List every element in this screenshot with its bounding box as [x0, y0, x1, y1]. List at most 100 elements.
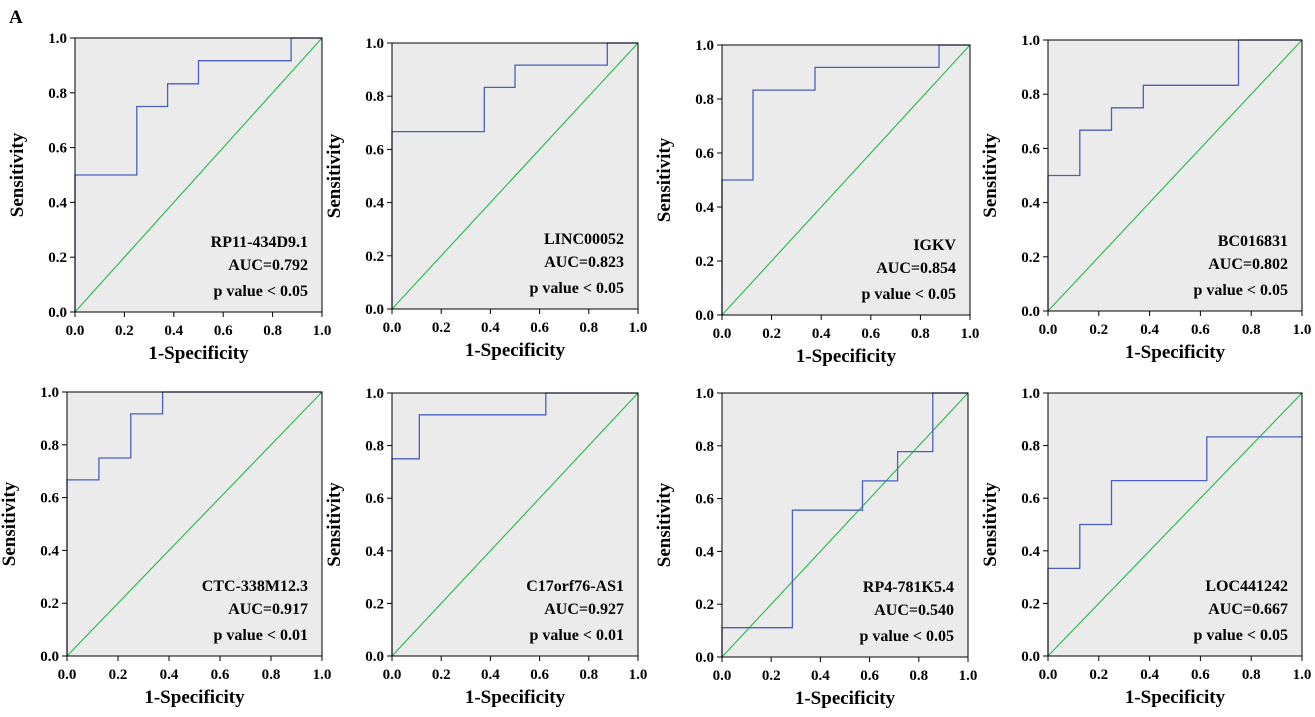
x-tick-label: 0.0 — [713, 668, 732, 684]
y-tick-label: 0.8 — [695, 439, 714, 455]
y-axis-label: Sensitivity — [324, 133, 345, 218]
gene-name-label: IGKV — [913, 237, 956, 254]
x-tick-label: 0.8 — [262, 667, 281, 683]
x-tick-label: 0.8 — [1242, 322, 1261, 338]
p-value-label: p value < 0.01 — [530, 627, 624, 644]
y-tick-label: 0.6 — [48, 141, 67, 157]
x-tick-label: 0.4 — [160, 667, 179, 683]
roc-panel-4: 0.0 0.2 0.4 0.6 0.8 1.0 0.0 0.2 0.4 0.6 0.8 1.0 1-Sp… — [980, 33, 1311, 363]
x-tick-label: 0.2 — [432, 667, 451, 683]
y-tick-label: 0.0 — [1021, 649, 1040, 665]
y-tick-label: 1.0 — [365, 36, 384, 52]
y-axis-label: Sensitivity — [654, 137, 675, 222]
x-tick-label: 1.0 — [629, 667, 648, 683]
p-value-label: p value < 0.01 — [214, 627, 308, 644]
auc-label: AUC=0.927 — [544, 601, 624, 618]
y-axis-label: Sensitivity — [654, 482, 675, 567]
plot-frame — [74, 37, 323, 313]
x-tick-label: 0.0 — [383, 667, 402, 683]
y-tick-label: 0.8 — [365, 439, 384, 455]
x-axis-label: 1-Specificity — [144, 687, 245, 708]
roc-panel-3: 0.0 0.2 0.4 0.6 0.8 1.0 0.0 0.2 0.4 0.6 0.8 1.0 1-Sp… — [654, 38, 979, 367]
x-tick-label: 1.0 — [313, 667, 332, 683]
reference-diagonal — [391, 42, 639, 310]
x-tick-label: 0.0 — [1039, 322, 1058, 338]
y-axis-label: Sensitivity — [980, 133, 1001, 218]
y-tick-label: 0.8 — [1021, 439, 1040, 455]
auc-label: AUC=0.823 — [544, 254, 624, 271]
plot-frame — [721, 392, 969, 658]
reference-diagonal — [66, 391, 323, 657]
y-tick-label: 0.2 — [48, 250, 67, 266]
y-tick-label: 0.2 — [695, 597, 714, 613]
y-tick-label: 0.0 — [40, 649, 59, 665]
y-tick-label: 0.4 — [695, 544, 714, 560]
y-tick-label: 0.6 — [365, 491, 384, 507]
y-tick-label: 0.6 — [695, 492, 714, 508]
auc-label: AUC=0.540 — [874, 602, 954, 619]
y-tick-label: 0.6 — [1021, 141, 1040, 157]
x-tick-label: 0.2 — [1089, 322, 1108, 338]
y-tick-label: 1.0 — [1021, 386, 1040, 402]
x-tick-label: 0.2 — [1089, 667, 1108, 683]
x-tick-label: 0.4 — [1140, 322, 1159, 338]
x-axis-label: 1-Specificity — [1125, 687, 1226, 708]
x-tick-label: 0.2 — [762, 326, 781, 342]
auc-label: AUC=0.854 — [876, 260, 956, 277]
x-tick-label: 0.8 — [579, 667, 598, 683]
x-tick-label: 0.6 — [860, 668, 879, 684]
x-tick-label: 0.4 — [1140, 667, 1159, 683]
y-tick-label: 0.6 — [695, 146, 714, 162]
x-tick-label: 0.2 — [432, 320, 451, 336]
gene-name-label: LOC441242 — [1205, 578, 1288, 595]
y-tick-label: 0.0 — [365, 302, 384, 318]
reference-diagonal — [1047, 39, 1303, 312]
x-tick-label: 1.0 — [961, 326, 980, 342]
x-tick-label: 0.8 — [579, 320, 598, 336]
gene-name-label: C17orf76-AS1 — [526, 578, 624, 595]
x-tick-label: 1.0 — [1293, 322, 1312, 338]
y-tick-label: 0.2 — [365, 249, 384, 265]
y-tick-label: 0.8 — [1021, 87, 1040, 103]
plot-frame — [1047, 392, 1303, 657]
plot-frame — [66, 391, 323, 657]
y-tick-label: 0.0 — [365, 649, 384, 665]
roc-panel-1: 0.0 0.2 0.4 0.6 0.8 1.0 0.0 0.2 0.4 0.6 0.8 1.0 1-Sp… — [7, 31, 331, 364]
roc-curve-line — [721, 392, 968, 657]
y-tick-label: 0.2 — [40, 596, 59, 612]
y-tick-label: 0.0 — [695, 308, 714, 324]
reference-diagonal — [74, 37, 323, 313]
x-tick-label: 0.6 — [530, 320, 549, 336]
x-tick-label: 1.0 — [959, 668, 978, 684]
x-axis-label: 1-Specificity — [465, 687, 566, 708]
auc-label: AUC=0.792 — [228, 257, 308, 274]
p-value-label: p value < 0.05 — [1194, 282, 1288, 299]
auc-label: AUC=0.802 — [1208, 256, 1288, 273]
y-tick-label: 1.0 — [695, 38, 714, 54]
y-tick-label: 0.4 — [1021, 196, 1040, 212]
x-tick-label: 0.8 — [909, 668, 928, 684]
y-tick-label: 0.2 — [1021, 250, 1040, 266]
x-tick-label: 0.0 — [1039, 667, 1058, 683]
y-tick-label: 0.0 — [1021, 304, 1040, 320]
y-tick-label: 1.0 — [40, 385, 59, 401]
roc-curve-line — [391, 42, 638, 309]
roc-curve-line — [1047, 436, 1302, 656]
gene-name-label: RP4-781K5.4 — [863, 579, 954, 596]
y-tick-label: 0.8 — [40, 438, 59, 454]
x-tick-label: 0.4 — [811, 668, 830, 684]
roc-curve-line — [66, 391, 322, 656]
x-tick-label: 0.2 — [115, 323, 134, 339]
y-tick-label: 1.0 — [1021, 33, 1040, 49]
p-value-label: p value < 0.05 — [1194, 627, 1288, 644]
y-tick-label: 0.4 — [365, 544, 384, 560]
x-tick-label: 0.4 — [481, 667, 500, 683]
x-tick-label: 0.4 — [481, 320, 500, 336]
plot-frame — [721, 44, 971, 316]
gene-name-label: LINC00052 — [544, 231, 624, 248]
x-tick-label: 0.0 — [383, 320, 402, 336]
roc-panel-5: 0.0 0.2 0.4 0.6 0.8 1.0 0.0 0.2 0.4 0.6 0.8 1.0 1-Sp… — [0, 385, 331, 708]
x-tick-label: 0.8 — [263, 323, 282, 339]
x-tick-label: 0.4 — [164, 323, 183, 339]
x-tick-label: 0.6 — [1191, 322, 1210, 338]
